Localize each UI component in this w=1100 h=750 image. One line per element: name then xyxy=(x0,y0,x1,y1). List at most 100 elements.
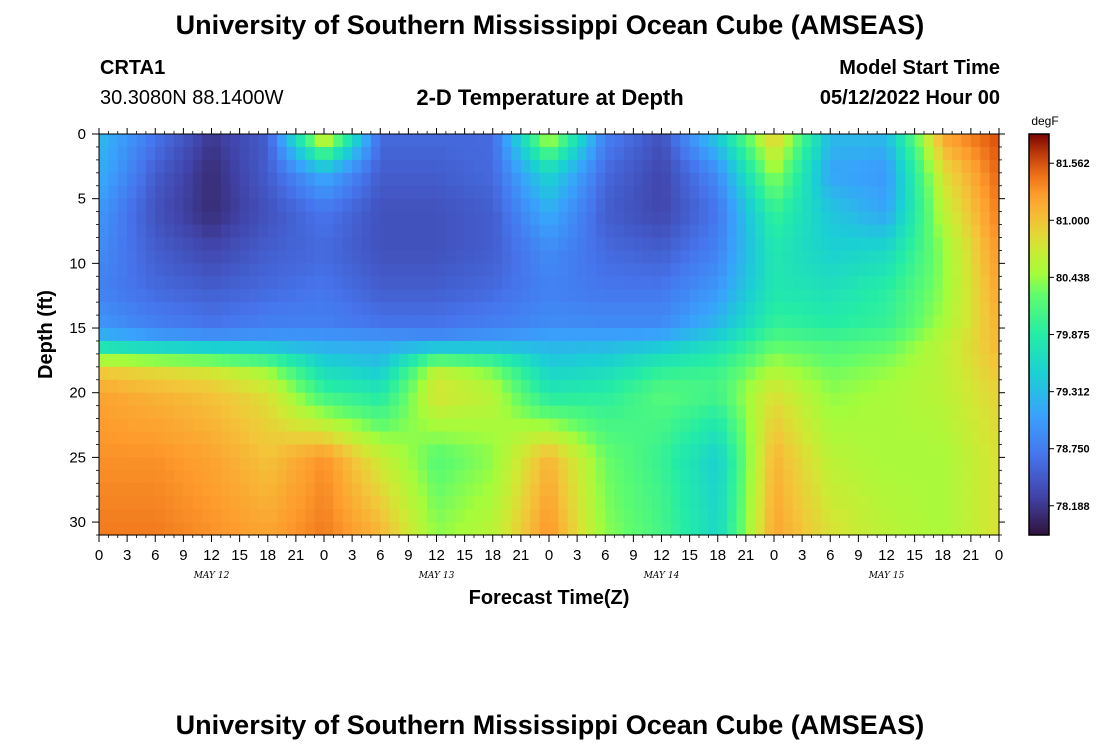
heatmap-cell xyxy=(211,211,222,226)
heatmap-cell xyxy=(192,263,203,277)
x-tick-label: 0 xyxy=(95,547,103,564)
heatmap-cell xyxy=(652,470,663,484)
heatmap-cell xyxy=(427,224,438,239)
heatmap-cell xyxy=(802,250,813,264)
heatmap-cell xyxy=(136,366,147,381)
heatmap-cell xyxy=(427,431,438,446)
heatmap-cell xyxy=(220,172,231,187)
heatmap-cell xyxy=(174,392,184,407)
heatmap-cell xyxy=(633,328,644,342)
heatmap-cell xyxy=(174,328,184,342)
heatmap-cell xyxy=(295,366,306,381)
heatmap-cell xyxy=(661,457,672,471)
heatmap-cell xyxy=(520,496,531,510)
heatmap-cell xyxy=(980,134,991,148)
colorbar-tick-label: 79.312 xyxy=(1056,387,1090,399)
heatmap-cell xyxy=(174,289,184,303)
heatmap-cell xyxy=(305,353,316,368)
heatmap-cell xyxy=(905,289,916,303)
heatmap-cell xyxy=(483,379,494,394)
heatmap-cell xyxy=(136,302,147,316)
heatmap-cell xyxy=(464,483,475,497)
heatmap-cell xyxy=(699,289,709,303)
heatmap-cell xyxy=(492,198,503,213)
heatmap-cell xyxy=(249,522,259,536)
heatmap-cell xyxy=(108,444,119,458)
heatmap-cell xyxy=(708,392,719,407)
heatmap-cell xyxy=(895,237,906,252)
heatmap-cell xyxy=(427,340,438,355)
heatmap-cell xyxy=(474,302,484,316)
heatmap-cell xyxy=(914,444,925,458)
heatmap-cell xyxy=(914,509,925,523)
heatmap-cell xyxy=(858,250,869,264)
heatmap-cell xyxy=(258,159,269,174)
heatmap-cell xyxy=(661,276,672,290)
heatmap-cell xyxy=(192,302,203,316)
heatmap-cell xyxy=(858,276,869,290)
heatmap-cell xyxy=(802,340,813,355)
heatmap-cell xyxy=(933,198,944,213)
heatmap-cell xyxy=(642,353,653,368)
heatmap-cell xyxy=(539,198,550,213)
heatmap-cell xyxy=(520,302,531,316)
heatmap-cell xyxy=(867,276,878,290)
heatmap-cell xyxy=(858,211,869,226)
heatmap-cell xyxy=(670,340,681,355)
heatmap-cell xyxy=(980,522,991,536)
heatmap-cell xyxy=(717,405,728,420)
heatmap-cell xyxy=(211,353,222,368)
heatmap-cell xyxy=(586,470,597,484)
heatmap-cell xyxy=(614,211,625,226)
heatmap-cell xyxy=(324,340,334,355)
heatmap-cell xyxy=(567,379,578,394)
heatmap-cell xyxy=(267,224,278,239)
heatmap-cell xyxy=(192,250,203,264)
heatmap-cell xyxy=(127,146,138,161)
heatmap-cell xyxy=(192,522,203,536)
heatmap-cell xyxy=(305,340,316,355)
heatmap-cell xyxy=(202,172,213,187)
heatmap-cell xyxy=(680,185,691,200)
heatmap-cell xyxy=(633,496,644,510)
heatmap-cell xyxy=(530,315,541,329)
model-start-label: Model Start Time xyxy=(839,57,1000,79)
heatmap-cell xyxy=(483,522,494,536)
heatmap-cell xyxy=(174,522,184,536)
heatmap-cell xyxy=(399,405,409,420)
heatmap-cell xyxy=(980,418,991,433)
heatmap-cell xyxy=(942,185,953,200)
heatmap-cell xyxy=(520,379,531,394)
heatmap-cell xyxy=(633,405,644,420)
heatmap-cell xyxy=(680,211,691,226)
heatmap-cell xyxy=(708,509,719,523)
heatmap-cell xyxy=(577,211,588,226)
heatmap-cell xyxy=(530,328,541,342)
heatmap-cell xyxy=(942,457,953,471)
heatmap-cell xyxy=(174,418,184,433)
heatmap-cell xyxy=(642,405,653,420)
heatmap-cell xyxy=(633,237,644,252)
heatmap-cell xyxy=(867,483,878,497)
heatmap-cell xyxy=(905,431,916,446)
day-label: MAY 15 xyxy=(868,571,905,581)
heatmap-cell xyxy=(211,496,222,510)
heatmap-cell xyxy=(427,353,438,368)
heatmap-cell xyxy=(980,198,991,213)
heatmap-cell xyxy=(952,315,963,329)
heatmap-cell xyxy=(295,496,306,510)
heatmap-cell xyxy=(267,522,278,536)
heatmap-cell xyxy=(389,134,400,148)
heatmap-cell xyxy=(642,185,653,200)
heatmap-cell xyxy=(220,444,231,458)
heatmap-cell xyxy=(164,470,175,484)
heatmap-cell xyxy=(717,289,728,303)
heatmap-cell xyxy=(530,289,541,303)
heatmap-cell xyxy=(108,509,119,523)
heatmap-cell xyxy=(736,457,747,471)
heatmap-cell xyxy=(633,379,644,394)
heatmap-cell xyxy=(914,418,925,433)
heatmap-cell xyxy=(699,315,709,329)
heatmap-cell xyxy=(220,483,231,497)
heatmap-cell xyxy=(136,340,147,355)
